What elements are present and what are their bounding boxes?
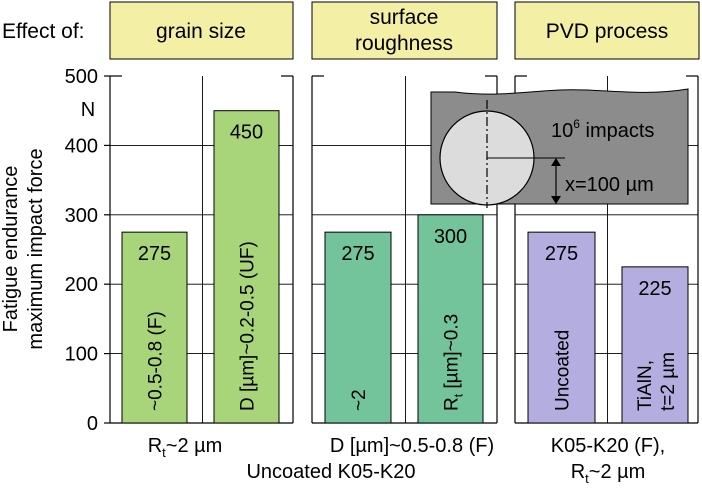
header-pvd-box [514, 1, 700, 60]
y-tick-label: 400 [65, 135, 98, 157]
bar-value-label: 275 [545, 243, 578, 265]
bar-category-label: ~0.5-0.8 (F) [146, 311, 167, 411]
bottom-label-grain: Rt~2 µm [148, 435, 223, 460]
header-grain-box [109, 1, 294, 60]
svg-text:~0.5-0.8 (F): ~0.5-0.8 (F) [146, 311, 167, 411]
inset-impacts: 106 impacts [551, 117, 654, 142]
y-axis-unit: N [81, 99, 95, 121]
effect-label: Effect of: [2, 20, 85, 43]
bar [621, 266, 689, 424]
bar-category-label: TiAlN, t=2 µm [635, 352, 679, 411]
bar [213, 110, 280, 424]
bar-value-label: 300 [434, 226, 467, 248]
svg-text:Uncoated: Uncoated [553, 330, 574, 411]
y-axis-label-line1: Fatigue endurance [0, 166, 22, 333]
bar [527, 231, 596, 424]
svg-text:t=2 µm: t=2 µm [658, 352, 679, 411]
bar [121, 231, 188, 424]
header-pvd-label: PVD process [546, 20, 669, 43]
y-tick-label: 200 [65, 274, 98, 296]
bar-value-label: 275 [138, 243, 171, 265]
y-tick-label: 300 [65, 205, 98, 227]
bottom-label-pvd-line2: Rt~2 µm [571, 461, 646, 486]
y-tick-label: 100 [65, 344, 98, 366]
bottom-label-pvd-line1: K05-K20 (F), [551, 435, 665, 457]
bar-value-label: 275 [341, 243, 374, 265]
svg-text:~2: ~2 [349, 389, 370, 411]
svg-text:D [µm]~0.2-0.5 (UF): D [µm]~0.2-0.5 (UF) [238, 241, 259, 411]
header-roughness-line2: roughness [355, 32, 453, 55]
y-ticks: 0 100 200 300 400 500 [65, 66, 98, 435]
svg-text:TiAlN,: TiAlN, [635, 360, 656, 411]
inset-distance: x=100 µm [565, 174, 654, 196]
bar [324, 231, 392, 424]
y-axis-label-line2: maximum impact force [25, 148, 47, 349]
header-roughness-line1: surface [370, 6, 439, 29]
inset-arrow-up-icon [551, 158, 561, 166]
svg-text:Rt [µm]~0.3: Rt [µm]~0.3 [442, 314, 466, 411]
bar-value-label: 450 [230, 122, 263, 144]
bar-category-label: ~2 [349, 389, 370, 411]
bar-value-label: 225 [638, 278, 671, 300]
bottom-label-uncoated: Uncoated K05-K20 [246, 461, 415, 483]
header-grain-label: grain size [156, 20, 246, 43]
y-tick-label: 0 [87, 413, 98, 435]
bar-category-label: D [µm]~0.2-0.5 (UF) [238, 241, 259, 411]
impact-inset: 106 impacts x=100 µm [430, 88, 689, 208]
bar-category-label: Uncoated [553, 330, 574, 411]
bar [417, 214, 484, 424]
bars: 275 ~0.5-0.8 (F) 450 D [µm]~0.2-0.5 (UF) 275… [121, 110, 689, 424]
bottom-label-roughness: D [µm]~0.5-0.8 (F) [330, 435, 494, 457]
inset-arrow-down-icon [551, 196, 561, 204]
header-roughness-box [311, 1, 498, 60]
y-tick-label: 500 [65, 66, 98, 88]
bar-category-label: Rt [µm]~0.3 [442, 314, 466, 411]
